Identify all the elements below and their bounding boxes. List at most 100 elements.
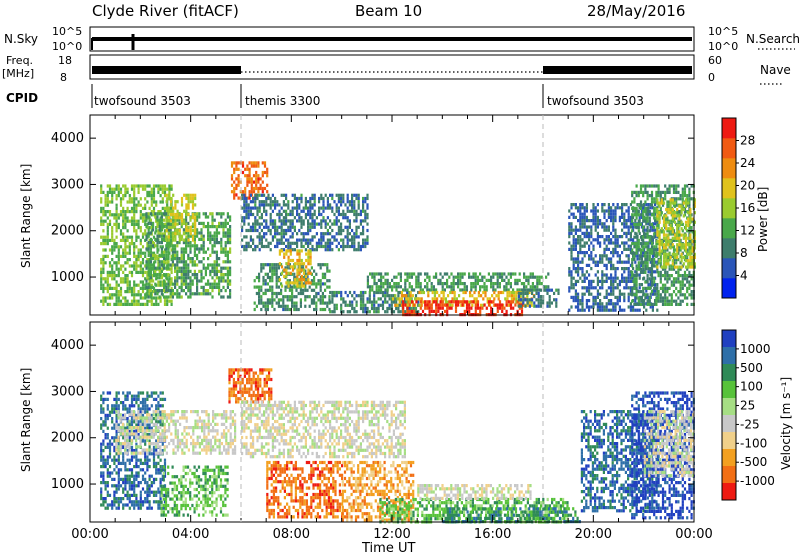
data-cell: [455, 297, 458, 301]
data-cell: [362, 297, 365, 301]
data-cell: [340, 290, 343, 295]
data-cell: [594, 212, 597, 216]
data-cell: [337, 209, 340, 213]
data-cell: [296, 274, 299, 279]
data-cell: [157, 296, 160, 300]
data-cell: [406, 309, 409, 313]
data-cell: [585, 241, 588, 245]
data-cell: [583, 209, 586, 213]
data-cell: [296, 262, 299, 266]
data-cell: [171, 263, 174, 267]
data-cell: [570, 228, 573, 232]
data-cell: [102, 248, 105, 252]
data-cell: [683, 283, 687, 287]
data-cell: [446, 282, 449, 286]
data-cell: [627, 267, 630, 271]
data-cell: [124, 210, 127, 214]
data-cell: [126, 187, 129, 191]
data-cell: [610, 308, 613, 312]
freq-panel-frame: [89, 54, 695, 80]
data-cell: [625, 241, 628, 245]
data-cell: [185, 218, 188, 222]
data-cell: [258, 295, 261, 299]
data-cell: [307, 225, 310, 229]
nave-tick-top: 60: [708, 54, 722, 67]
data-cell: [271, 298, 274, 302]
data-cell: [492, 300, 495, 304]
data-cell: [326, 228, 329, 233]
data-cell: [454, 306, 458, 310]
data-cell: [144, 238, 147, 242]
data-cell: [309, 216, 312, 220]
data-cell: [278, 252, 281, 256]
data-cell: [126, 258, 129, 262]
data-cell: [178, 238, 181, 242]
data-cell: [634, 219, 637, 223]
data-cell: [596, 305, 599, 309]
data-cell: [282, 216, 285, 220]
data-cell: [135, 203, 138, 207]
data-cell: [498, 306, 502, 310]
data-cell: [574, 289, 577, 293]
data-cell: [375, 285, 378, 289]
data-cell: [165, 285, 168, 289]
data-cell: [646, 213, 649, 217]
data-cell: [185, 263, 188, 267]
data-cell: [252, 186, 256, 191]
data-cell: [645, 203, 648, 207]
data-cell: [269, 248, 272, 252]
data-cell: [122, 277, 125, 281]
data-cell: [168, 187, 171, 191]
data-cell: [386, 294, 389, 298]
data-cell: [357, 193, 360, 197]
data-cell: [333, 310, 336, 314]
data-cell: [111, 245, 114, 249]
data-cell: [642, 277, 645, 281]
data-cell: [574, 295, 577, 299]
data-cell: [321, 282, 324, 286]
data-cell: [241, 164, 245, 168]
data-cell: [187, 276, 190, 280]
data-cell: [111, 200, 114, 204]
data-cell: [191, 206, 195, 210]
data-cell: [149, 250, 152, 254]
data-cell: [480, 294, 483, 298]
data-cell: [653, 264, 656, 268]
data-cell: [380, 282, 383, 286]
data-cell: [285, 222, 288, 226]
data-cell: [233, 193, 236, 197]
data-cell: [156, 215, 159, 219]
data-cell: [187, 196, 190, 201]
data-cell: [115, 254, 118, 258]
data-cell: [579, 235, 582, 239]
data-cell: [126, 206, 129, 210]
data-cell: [642, 203, 645, 207]
data-cell: [672, 267, 676, 271]
data-cell: [510, 290, 513, 295]
data-cell: [639, 248, 643, 252]
data-cell: [681, 286, 684, 290]
data-cell: [335, 290, 338, 295]
data-cell: [196, 215, 199, 219]
data-cell: [122, 248, 125, 252]
data-cell: [675, 238, 678, 242]
data-cell: [156, 247, 159, 251]
data-cell: [185, 209, 188, 213]
data-cell: [409, 294, 412, 298]
data-cell: [269, 219, 272, 223]
data-cell: [204, 292, 207, 296]
data-cell: [263, 200, 266, 204]
data-cell: [333, 303, 336, 307]
data-cell: [454, 303, 458, 307]
data-cell: [572, 257, 575, 261]
data-cell: [133, 222, 136, 226]
data-cell: [202, 234, 205, 238]
data-cell: [631, 194, 634, 198]
data-cell: [163, 190, 167, 194]
data-cell: [664, 267, 667, 271]
data-cell: [568, 270, 571, 274]
data-cell: [102, 235, 105, 239]
data-cell: [255, 304, 258, 308]
data-cell: [271, 193, 274, 197]
data-cell: [577, 267, 580, 271]
